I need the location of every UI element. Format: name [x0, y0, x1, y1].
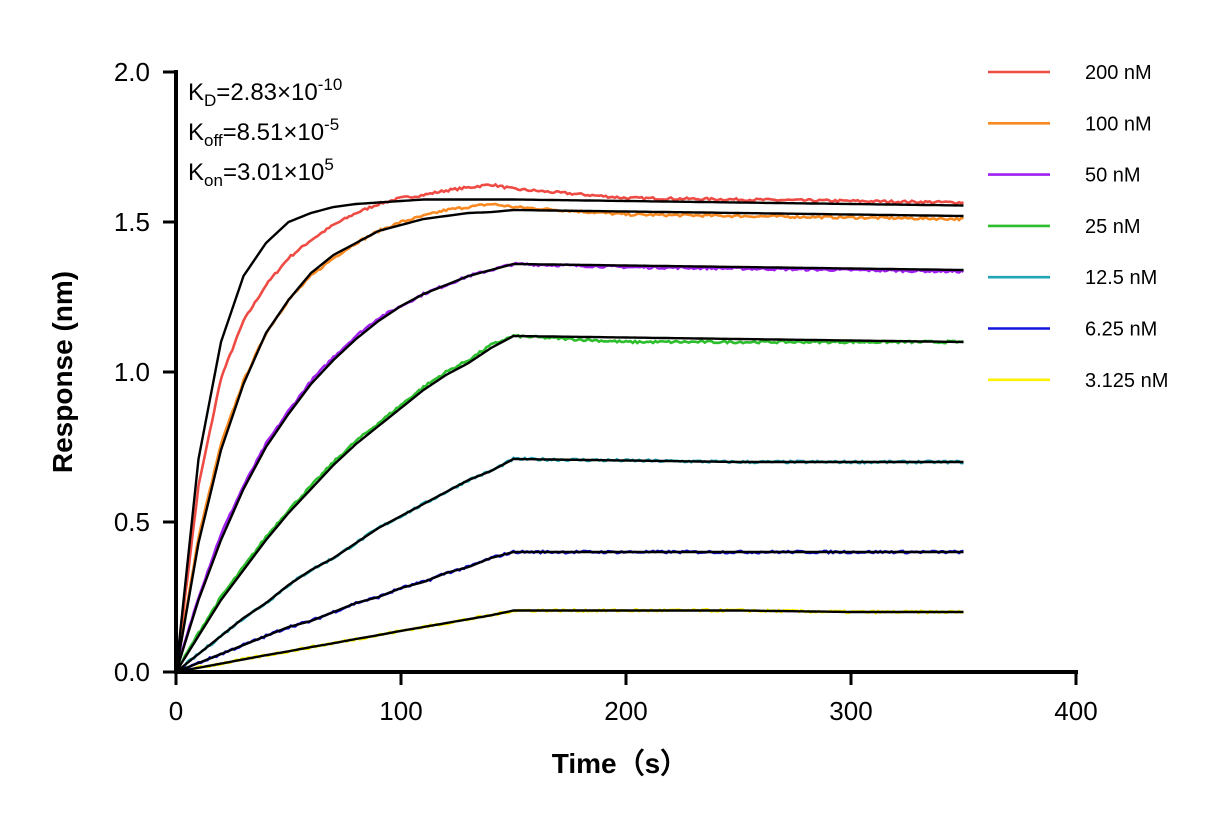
- koff-annotation: Koff=8.51×10-5: [188, 115, 339, 150]
- y-tick-label: 1.0: [114, 357, 150, 387]
- legend-label: 3.125 nM: [1085, 370, 1168, 392]
- kd-annotation: KD=2.83×10-10: [188, 75, 342, 110]
- y-tick-label: 1.5: [114, 207, 150, 237]
- x-tick-label: 0: [169, 696, 183, 726]
- fit-curve-6_25nM: [175, 550, 964, 674]
- measured-curve-25nM: [174, 333, 964, 673]
- x-tick-label: 100: [379, 696, 422, 726]
- y-tick-label: 0.5: [114, 507, 150, 537]
- legend: 200 nM 100 nM 50 nM 25 nM 12.5 nM 6.25 nM 3.12…: [988, 62, 1168, 392]
- kon-annotation: Kon=3.01×105: [188, 155, 334, 190]
- legend-label: 200 nM: [1085, 62, 1152, 84]
- fit-curve-3_125nM: [175, 609, 964, 674]
- kinetic-constants: KD=2.83×10-10 Koff=8.51×10-5 Kon=3.01×10…: [188, 75, 342, 190]
- plot-area: [174, 182, 965, 674]
- x-tick-label: 200: [604, 696, 647, 726]
- measured-curve-12_5nM: [175, 456, 964, 674]
- y-tick-label: 2.0: [114, 57, 150, 87]
- fit-curve-12_5nM: [175, 457, 964, 673]
- fit-curve-50nM: [174, 262, 964, 673]
- legend-label: 50 nM: [1085, 165, 1141, 187]
- legend-label: 6.25 nM: [1085, 319, 1157, 341]
- fit-curve-25nM: [174, 334, 964, 673]
- fit-curve-100nM: [174, 208, 964, 673]
- legend-label: 25 nM: [1085, 216, 1141, 238]
- x-axis-label: Time（s）: [552, 747, 688, 779]
- legend-label: 12.5 nM: [1085, 267, 1157, 289]
- y-tick-label: 0.0: [114, 657, 150, 687]
- x-tick-label: 400: [1054, 696, 1097, 726]
- measured-curve-100nM: [174, 202, 964, 673]
- y-axis-label: Response (nm): [47, 271, 78, 473]
- measured-curve-3_125nM: [175, 607, 964, 674]
- legend-label: 100 nM: [1085, 113, 1152, 135]
- x-tick-label: 300: [829, 696, 872, 726]
- measured-curve-200nM: [174, 182, 964, 673]
- fit-curve-200nM: [174, 198, 964, 673]
